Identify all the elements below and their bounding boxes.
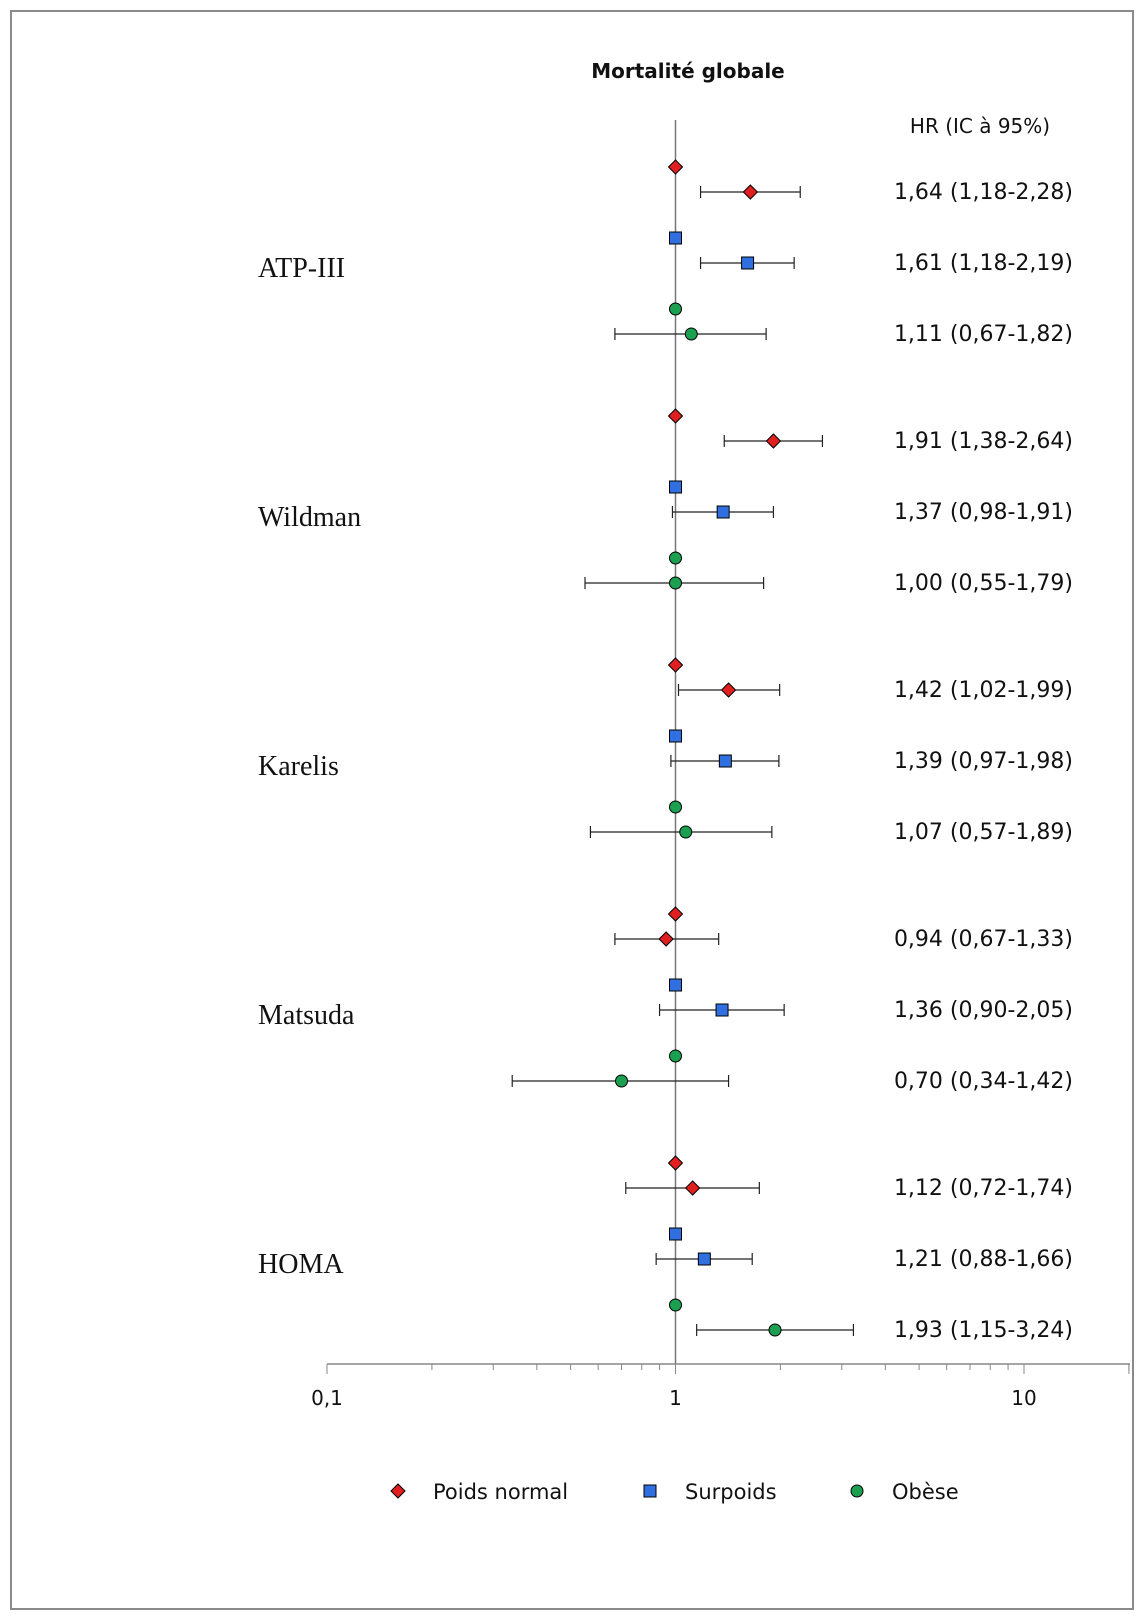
reference-marker: [669, 551, 682, 565]
hr-value-label: 1,07 (0,57-1,89): [894, 820, 1073, 845]
hr-value-label: 0,94 (0,67-1,33): [894, 927, 1073, 952]
hr-value-label: 0,70 (0,34-1,42): [894, 1069, 1073, 1094]
x-tick-label: 10: [1011, 1386, 1036, 1410]
point-estimate: [742, 184, 759, 200]
point-estimate: [715, 1003, 729, 1017]
reference-marker: [669, 231, 682, 245]
legend-label: Poids normal: [433, 1480, 568, 1504]
figure-frame: [10, 10, 1134, 1610]
hr-value-label: 1,39 (0,97-1,98): [894, 749, 1073, 774]
reference-marker: [669, 1049, 682, 1063]
reference-marker: [669, 729, 682, 743]
reference-marker: [667, 408, 684, 424]
point-estimate: [669, 576, 682, 590]
legend-marker: [390, 1483, 406, 1499]
chart-title: Mortalité globale: [591, 59, 785, 83]
reference-marker: [669, 800, 682, 814]
point-estimate: [765, 433, 782, 449]
hr-value-label: 1,64 (1,18-2,28): [894, 180, 1073, 205]
hr-value-label: 1,61 (1,18-2,19): [894, 251, 1073, 276]
reference-marker: [669, 1298, 682, 1312]
reference-marker: [669, 480, 682, 494]
hr-value-label: 1,91 (1,38-2,64): [894, 429, 1073, 454]
hr-column-header: HR (IC à 95%): [910, 114, 1050, 138]
point-estimate: [718, 754, 732, 768]
reference-marker: [667, 906, 684, 922]
hr-value-label: 1,11 (0,67-1,82): [894, 322, 1073, 347]
legend-marker: [850, 1484, 864, 1498]
reference-marker: [669, 978, 682, 992]
hr-value-label: 1,93 (1,15-3,24): [894, 1318, 1073, 1343]
reference-marker: [667, 159, 684, 175]
hr-value-label: 1,00 (0,55-1,79): [894, 571, 1073, 596]
point-estimate: [684, 327, 698, 341]
group-label: Wildman: [258, 502, 361, 533]
hr-value-label: 1,42 (1,02-1,99): [894, 678, 1073, 703]
point-estimate: [615, 1074, 629, 1088]
legend-label: Obèse: [892, 1480, 959, 1504]
legend-label: Surpoids: [685, 1480, 777, 1504]
point-estimate: [741, 256, 755, 270]
hr-value-label: 1,21 (0,88-1,66): [894, 1247, 1073, 1272]
group-label: ATP-III: [258, 253, 345, 284]
point-estimate: [720, 682, 737, 698]
group-label: Karelis: [258, 751, 339, 782]
reference-marker: [667, 1155, 684, 1171]
group-label: Matsuda: [258, 1000, 355, 1031]
group-label: HOMA: [258, 1249, 344, 1280]
reference-marker: [667, 657, 684, 673]
hr-value-label: 1,37 (0,98-1,91): [894, 500, 1073, 525]
hr-value-label: 1,12 (0,72-1,74): [894, 1176, 1073, 1201]
hr-value-label: 1,36 (0,90-2,05): [894, 998, 1073, 1023]
point-estimate: [684, 1180, 701, 1196]
x-tick-label: 1: [669, 1386, 682, 1410]
point-estimate: [697, 1252, 711, 1266]
point-estimate: [716, 505, 730, 519]
reference-marker: [669, 302, 682, 316]
legend-marker: [643, 1484, 657, 1498]
x-tick-label: 0,1: [311, 1386, 343, 1410]
point-estimate: [658, 931, 674, 947]
reference-marker: [669, 1227, 682, 1241]
point-estimate: [768, 1323, 782, 1337]
point-estimate: [679, 825, 693, 839]
